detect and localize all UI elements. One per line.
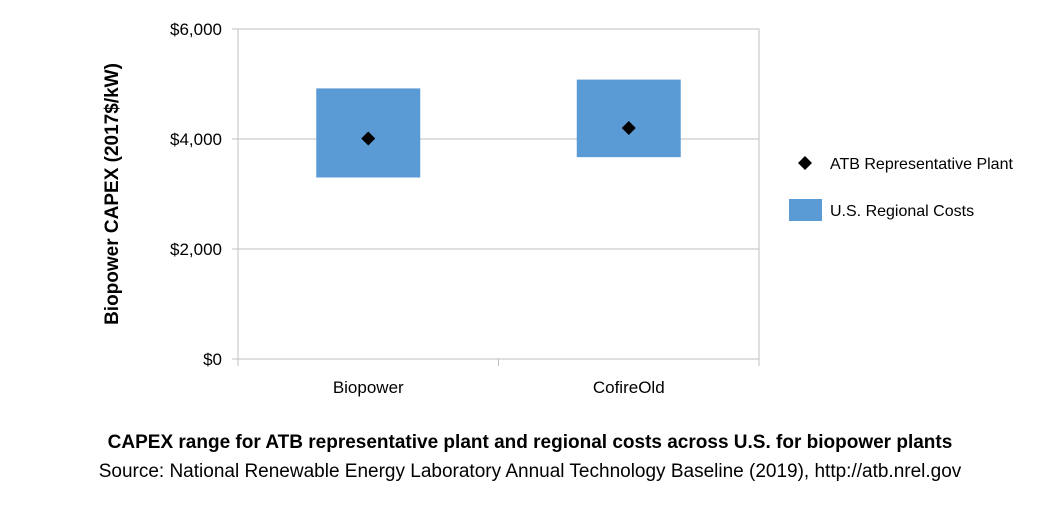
representative-plant-marker (621, 121, 636, 135)
y-tick-label: $2,000 (170, 240, 222, 259)
markers (361, 121, 636, 146)
legend-label: U.S. Regional Costs (830, 203, 974, 220)
legend: ATB Representative Plant U.S. Regional Co… (789, 156, 1013, 221)
y-tick-label: $0 (203, 350, 222, 369)
x-tick-labels: Biopower CofireOld (333, 378, 665, 397)
gridlines (232, 28, 759, 360)
legend-label: ATB Representative Plant (830, 156, 1013, 173)
plot-area (237, 28, 760, 360)
legend-range-symbol (789, 199, 822, 221)
y-tick-labels: $0 $2,000 $4,000 $6,000 (170, 20, 222, 369)
range-bars (316, 79, 681, 178)
axes (237, 358, 760, 366)
y-tick-label: $6,000 (170, 20, 222, 39)
caption-title: CAPEX range for ATB representative plant… (107, 432, 953, 453)
range-bar (576, 79, 681, 158)
x-tick-label: Biopower (333, 378, 404, 397)
x-tick-label: CofireOld (593, 378, 665, 397)
y-axis-title: Biopower CAPEX (2017$/kW) (102, 63, 123, 325)
legend-marker-symbol (798, 156, 812, 170)
y-tick-label: $4,000 (170, 130, 222, 149)
caption-source: Source: National Renewable Energy Labora… (98, 461, 962, 482)
representative-plant-marker (361, 131, 376, 146)
